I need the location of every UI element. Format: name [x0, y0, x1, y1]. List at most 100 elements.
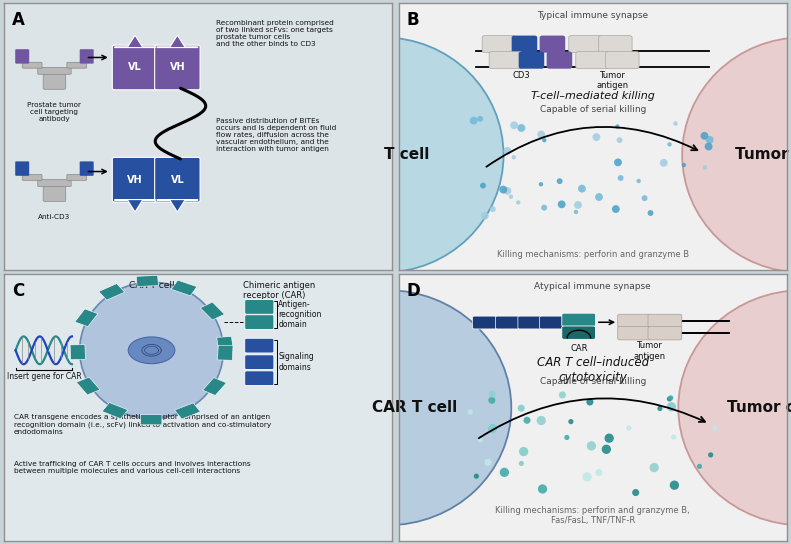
- Point: [515, 459, 528, 468]
- Polygon shape: [99, 283, 125, 300]
- Point: [592, 193, 605, 201]
- FancyBboxPatch shape: [512, 35, 537, 53]
- FancyBboxPatch shape: [244, 315, 274, 330]
- Text: Atypical immune synapse: Atypical immune synapse: [535, 282, 651, 291]
- Polygon shape: [115, 200, 155, 212]
- Point: [486, 396, 498, 405]
- FancyBboxPatch shape: [38, 67, 71, 75]
- FancyBboxPatch shape: [539, 316, 564, 329]
- Point: [584, 398, 596, 406]
- Point: [477, 181, 490, 190]
- Point: [517, 447, 530, 456]
- Text: Tumor
antigen: Tumor antigen: [596, 71, 628, 90]
- Text: CAR transgene encodes a synthetic receptor comprised of an antigen
recognition d: CAR transgene encodes a synthetic recept…: [13, 415, 271, 435]
- Point: [709, 424, 721, 432]
- Point: [630, 488, 642, 497]
- Point: [515, 404, 528, 412]
- Point: [486, 424, 499, 433]
- FancyBboxPatch shape: [648, 314, 682, 327]
- Point: [611, 122, 624, 131]
- Text: Capable of serial killing: Capable of serial killing: [539, 105, 646, 114]
- FancyBboxPatch shape: [112, 157, 157, 202]
- Text: Killing mechanisms: perforin and granzyme B: Killing mechanisms: perforin and granzym…: [497, 250, 689, 259]
- Polygon shape: [75, 309, 98, 326]
- Point: [555, 200, 568, 209]
- FancyBboxPatch shape: [576, 52, 609, 69]
- Text: CAR: CAR: [570, 344, 588, 354]
- Text: Typical immune synapse: Typical immune synapse: [537, 11, 649, 20]
- Point: [678, 160, 691, 169]
- Point: [603, 434, 615, 442]
- Polygon shape: [136, 275, 158, 287]
- Point: [657, 158, 670, 167]
- Point: [508, 153, 520, 162]
- Point: [505, 193, 517, 201]
- Polygon shape: [102, 403, 128, 419]
- Polygon shape: [157, 35, 198, 47]
- FancyBboxPatch shape: [22, 62, 42, 68]
- Point: [556, 391, 569, 399]
- FancyBboxPatch shape: [648, 326, 682, 340]
- Point: [704, 450, 717, 459]
- FancyBboxPatch shape: [569, 35, 602, 53]
- Ellipse shape: [80, 282, 223, 418]
- FancyBboxPatch shape: [472, 316, 497, 329]
- FancyBboxPatch shape: [244, 300, 274, 314]
- Ellipse shape: [263, 38, 504, 273]
- Point: [610, 205, 623, 213]
- Text: Signaling
domains: Signaling domains: [278, 353, 314, 372]
- Point: [592, 468, 605, 477]
- FancyBboxPatch shape: [519, 52, 544, 69]
- FancyBboxPatch shape: [67, 175, 87, 181]
- Point: [623, 424, 635, 432]
- Polygon shape: [77, 377, 100, 395]
- Point: [613, 136, 626, 145]
- Point: [590, 133, 603, 141]
- Point: [515, 123, 528, 132]
- FancyBboxPatch shape: [38, 180, 71, 187]
- Polygon shape: [218, 345, 233, 360]
- Text: Tumor
antigen: Tumor antigen: [633, 342, 665, 361]
- FancyBboxPatch shape: [155, 157, 200, 202]
- Point: [585, 442, 598, 450]
- Ellipse shape: [679, 290, 791, 526]
- Point: [538, 136, 551, 145]
- Point: [638, 194, 651, 202]
- Text: Tumor cell: Tumor cell: [735, 147, 791, 163]
- Ellipse shape: [682, 38, 791, 273]
- Point: [482, 458, 494, 467]
- Polygon shape: [157, 200, 198, 212]
- FancyBboxPatch shape: [244, 371, 274, 386]
- Text: Recombinant protein comprised
of two linked scFvs: one targets
prostate tumor ce: Recombinant protein comprised of two lin…: [216, 20, 333, 47]
- Text: CAR T cell–induced
cytotoxicity: CAR T cell–induced cytotoxicity: [537, 356, 649, 384]
- Point: [668, 433, 680, 442]
- Point: [520, 416, 533, 425]
- Text: Tumor cell: Tumor cell: [727, 400, 791, 415]
- Polygon shape: [115, 35, 155, 47]
- FancyBboxPatch shape: [518, 316, 542, 329]
- Text: Prostate tumor
cell targeting
antibody: Prostate tumor cell targeting antibody: [28, 102, 81, 121]
- FancyBboxPatch shape: [15, 49, 29, 64]
- Point: [538, 203, 551, 212]
- Point: [669, 119, 682, 128]
- FancyBboxPatch shape: [489, 52, 523, 69]
- Text: C: C: [12, 282, 24, 300]
- Text: CAR T cell: CAR T cell: [129, 281, 174, 290]
- Point: [698, 132, 711, 140]
- Point: [693, 462, 706, 471]
- Point: [653, 404, 666, 413]
- Point: [501, 187, 513, 195]
- Text: CD3: CD3: [512, 71, 530, 80]
- Point: [554, 177, 566, 186]
- Point: [474, 436, 486, 444]
- FancyBboxPatch shape: [599, 35, 632, 53]
- Point: [572, 201, 585, 209]
- Point: [479, 212, 491, 220]
- Text: Active trafficking of CAR T cells occurs and involves interactions
between multi: Active trafficking of CAR T cells occurs…: [13, 461, 250, 474]
- Point: [581, 473, 593, 481]
- Polygon shape: [217, 337, 233, 352]
- Ellipse shape: [128, 337, 175, 363]
- Polygon shape: [70, 345, 85, 360]
- Point: [561, 433, 573, 442]
- Point: [512, 198, 524, 207]
